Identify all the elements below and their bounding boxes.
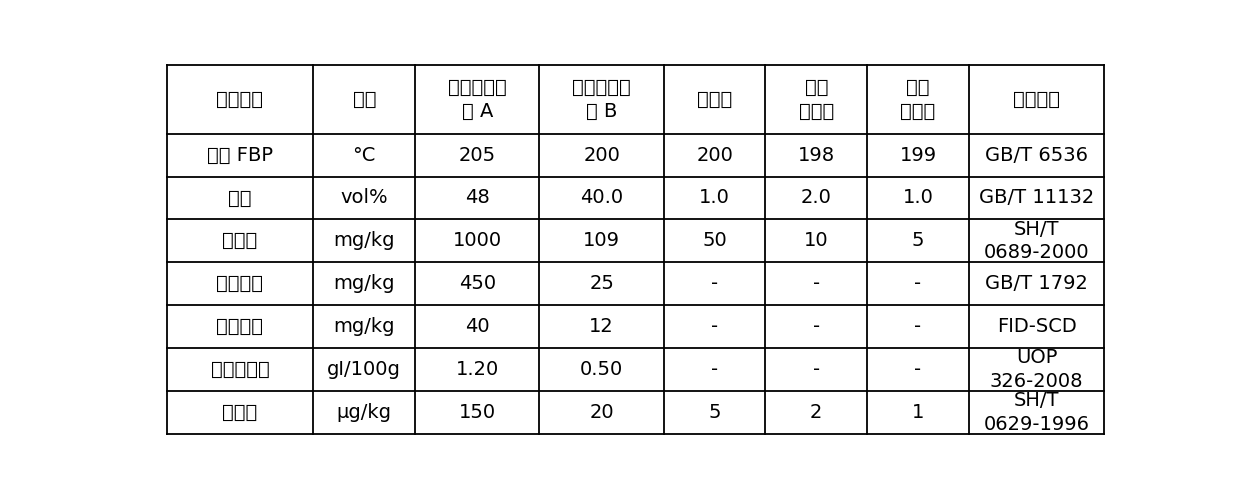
Text: 催化
重整油: 催化 重整油	[799, 78, 835, 121]
Text: UOP
326-2008: UOP 326-2008	[990, 348, 1084, 391]
Text: 馏程 FBP: 馏程 FBP	[207, 146, 273, 165]
Text: 石脑油: 石脑油	[697, 90, 733, 109]
Text: 硫含量: 硫含量	[222, 231, 258, 250]
Text: -: -	[812, 360, 820, 379]
Text: 50: 50	[702, 231, 727, 250]
Text: mg/kg: mg/kg	[334, 274, 396, 293]
Text: -: -	[812, 317, 820, 336]
Text: 噻吩含量: 噻吩含量	[217, 317, 263, 336]
Text: 2: 2	[810, 403, 822, 422]
Text: 200: 200	[583, 146, 620, 165]
Text: gI/100g: gI/100g	[327, 360, 402, 379]
Text: 0.50: 0.50	[580, 360, 624, 379]
Text: SH/T
0629-1996: SH/T 0629-1996	[983, 391, 1090, 434]
Text: 单位: 单位	[352, 90, 376, 109]
Text: mg/kg: mg/kg	[334, 231, 396, 250]
Text: GB/T 1792: GB/T 1792	[986, 274, 1089, 293]
Text: 20: 20	[589, 403, 614, 422]
Text: °C: °C	[352, 146, 376, 165]
Text: 2.0: 2.0	[801, 189, 832, 207]
Text: 1.0: 1.0	[903, 189, 934, 207]
Text: 分析方法: 分析方法	[1013, 90, 1060, 109]
Text: 二烯烃含量: 二烯烃含量	[211, 360, 269, 379]
Text: FID-SCD: FID-SCD	[997, 317, 1076, 336]
Text: -: -	[711, 317, 718, 336]
Text: 40: 40	[465, 317, 490, 336]
Text: 硫醇含量: 硫醇含量	[217, 274, 263, 293]
Text: 200: 200	[696, 146, 733, 165]
Text: 150: 150	[459, 403, 496, 422]
Text: 分析项目: 分析项目	[217, 90, 263, 109]
Text: 450: 450	[459, 274, 496, 293]
Text: 25: 25	[589, 274, 614, 293]
Text: 10: 10	[804, 231, 828, 250]
Text: 199: 199	[899, 146, 936, 165]
Text: 1.20: 1.20	[455, 360, 498, 379]
Text: -: -	[812, 274, 820, 293]
Text: 烯烃: 烯烃	[228, 189, 252, 207]
Text: 12: 12	[589, 317, 614, 336]
Text: GB/T 11132: GB/T 11132	[980, 189, 1094, 207]
Text: GB/T 6536: GB/T 6536	[985, 146, 1089, 165]
Text: 5: 5	[911, 231, 924, 250]
Text: 5: 5	[708, 403, 720, 422]
Text: 加氢
精制油: 加氢 精制油	[900, 78, 936, 121]
Text: 1: 1	[911, 403, 924, 422]
Text: 198: 198	[797, 146, 835, 165]
Text: -: -	[914, 274, 921, 293]
Text: SH/T
0689-2000: SH/T 0689-2000	[983, 220, 1090, 262]
Text: 砷含量: 砷含量	[222, 403, 258, 422]
Text: mg/kg: mg/kg	[334, 317, 396, 336]
Text: -: -	[914, 317, 921, 336]
Text: vol%: vol%	[341, 189, 388, 207]
Text: 1.0: 1.0	[699, 189, 730, 207]
Text: 催化裂化汽
油 B: 催化裂化汽 油 B	[572, 78, 631, 121]
Text: μg/kg: μg/kg	[337, 403, 392, 422]
Text: -: -	[711, 360, 718, 379]
Text: 40.0: 40.0	[580, 189, 624, 207]
Text: 48: 48	[465, 189, 490, 207]
Text: 109: 109	[583, 231, 620, 250]
Text: -: -	[914, 360, 921, 379]
Text: 催化裂化汽
油 A: 催化裂化汽 油 A	[448, 78, 507, 121]
Text: 1000: 1000	[453, 231, 502, 250]
Text: 205: 205	[459, 146, 496, 165]
Text: -: -	[711, 274, 718, 293]
